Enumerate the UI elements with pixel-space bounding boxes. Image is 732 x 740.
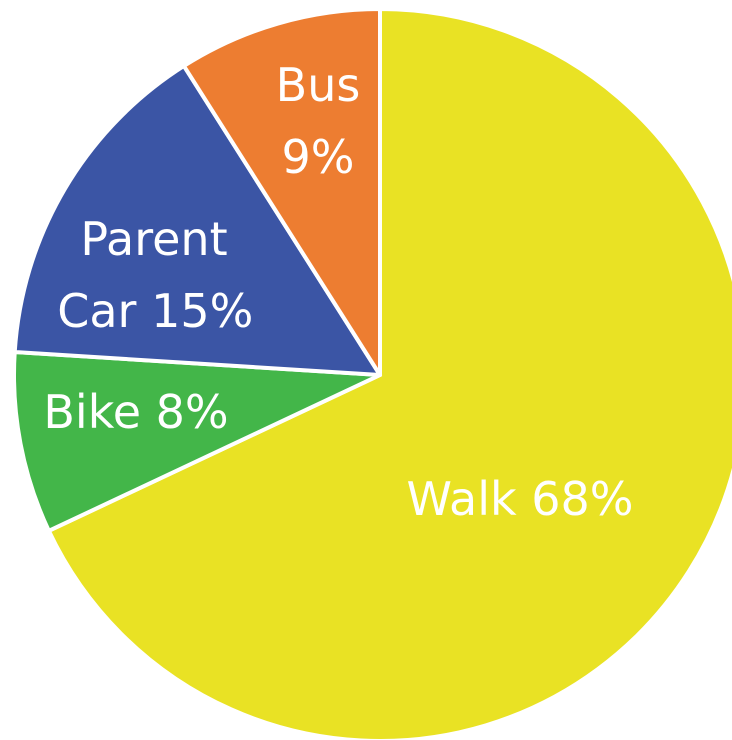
value-label: 8% xyxy=(156,385,229,439)
value-label: 15% xyxy=(151,284,253,338)
slice-label: Bike 8% xyxy=(43,385,228,439)
category-label: Bus xyxy=(276,58,361,112)
slice-label: Parent Car 15% xyxy=(57,212,253,338)
pie-slice xyxy=(46,7,732,740)
value-label: 9% xyxy=(282,130,355,184)
pie-slice xyxy=(12,350,382,533)
category-line: Car xyxy=(57,284,136,338)
category-label: Walk xyxy=(406,472,517,526)
pie-slice xyxy=(12,63,382,377)
slice-label: Bus 9% xyxy=(276,58,361,184)
slice-label: Walk 68% xyxy=(406,472,633,526)
category-label: Bike xyxy=(43,385,141,439)
category-label: Parent Car xyxy=(57,212,227,338)
category-line: Parent xyxy=(80,212,227,266)
value-label: 68% xyxy=(531,472,633,526)
pie-slice xyxy=(181,7,382,377)
